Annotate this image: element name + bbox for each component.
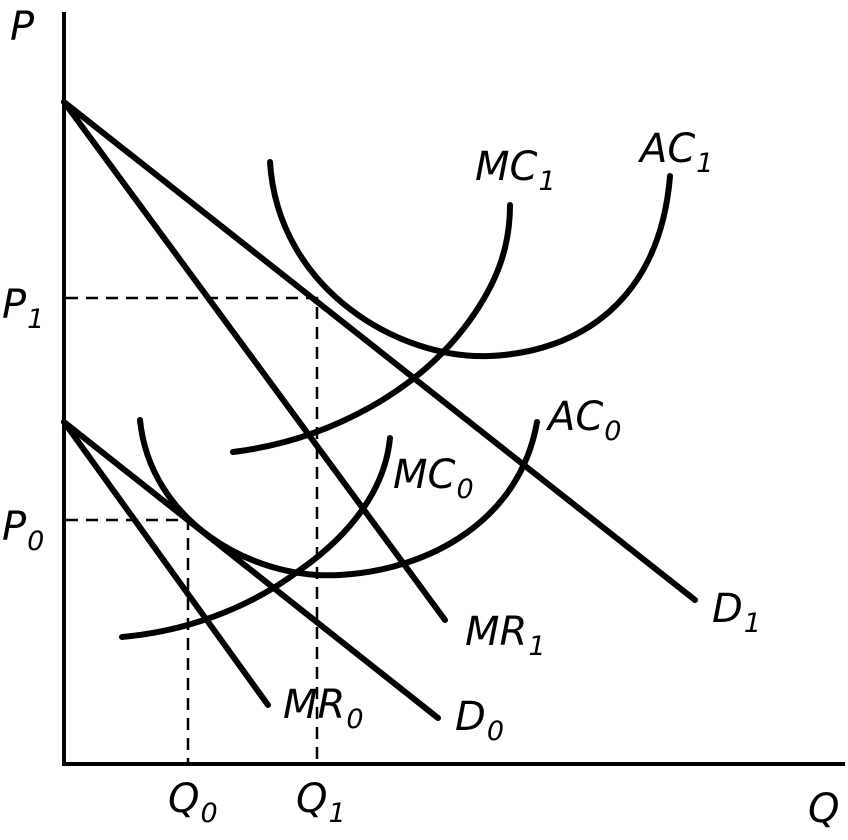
q1-label: Q1 — [296, 776, 346, 829]
x-axis-label: Q — [808, 786, 839, 832]
p0-label: P0 — [2, 504, 44, 557]
mr1-label: MR1 — [465, 609, 546, 662]
mc0-label: MC0 — [393, 452, 474, 505]
ac1-label: AC1 — [637, 126, 713, 179]
ac1-curve — [267, 159, 673, 360]
mc1-label: MC1 — [475, 144, 556, 197]
mc1-curve — [230, 202, 513, 455]
y-axis-label: P — [10, 4, 35, 50]
mr0-curve — [61, 419, 271, 708]
p0-guide-line — [66, 518, 190, 764]
p1-guide-line — [66, 296, 319, 764]
d1-curve — [61, 99, 698, 603]
ac0-curve — [137, 417, 540, 579]
q0-label: Q0 — [168, 776, 218, 829]
p1-label: P1 — [2, 282, 44, 335]
mr0-label: MR0 — [283, 682, 364, 735]
d0-label: D0 — [455, 694, 504, 747]
ac0-label: AC0 — [545, 394, 621, 447]
mr1-curve — [61, 99, 448, 623]
mc0-curve — [119, 435, 393, 640]
d1-label: D1 — [712, 586, 761, 639]
d0-curve — [61, 419, 441, 721]
